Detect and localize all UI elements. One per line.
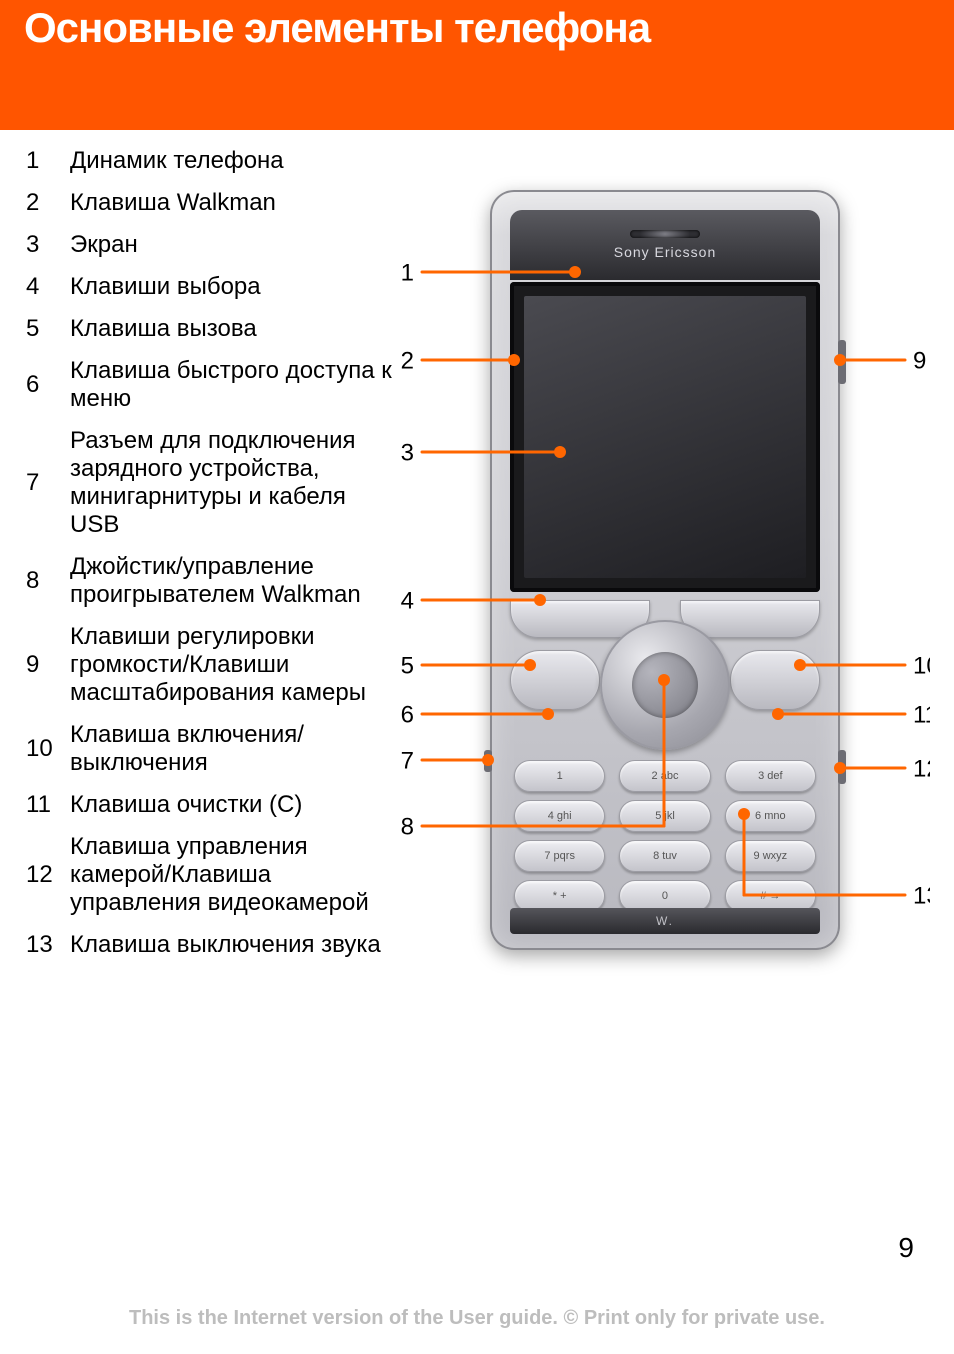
- parts-row: 10Клавиша включения/выключения: [20, 714, 400, 784]
- parts-row-number: 2: [20, 182, 64, 224]
- parts-row-number: 9: [20, 616, 64, 714]
- screen-bezel: [510, 282, 820, 592]
- parts-row: 12Клавиша управления камерой/Клавиша упр…: [20, 826, 400, 924]
- parts-row-number: 1: [20, 140, 64, 182]
- keypad: 1 2 abc 3 def 4 ghi 5 jkl 6 mno 7 pqrs 8 tuv 9 w…: [514, 760, 816, 912]
- parts-row: 8Джойстик/управление проигрывателем Walk…: [20, 546, 400, 616]
- parts-row: 4Клавиши выбора: [20, 266, 400, 308]
- parts-row: 6Клавиша быстрого доступа к меню: [20, 350, 400, 420]
- callout-number: 8: [401, 813, 414, 840]
- phone-body: Sony Ericsson 1 2 abc 3 def 4 ghi 5 jkl 6 mno…: [490, 190, 840, 950]
- callout-number: 5: [401, 652, 414, 679]
- end-key: [730, 650, 820, 710]
- parts-row-number: 4: [20, 266, 64, 308]
- parts-row-label: Клавиши регулировки громкости/Клавиши ма…: [64, 616, 400, 714]
- callout-number: 4: [401, 587, 414, 614]
- parts-row: 9Клавиши регулировки громкости/Клавиши м…: [20, 616, 400, 714]
- parts-row-label: Клавиша вызова: [64, 308, 400, 350]
- callout-number: 1: [401, 259, 414, 286]
- parts-row-label: Клавиши выбора: [64, 266, 400, 308]
- volume-rocker: [838, 340, 846, 384]
- parts-row: 5Клавиша вызова: [20, 308, 400, 350]
- parts-row-number: 12: [20, 826, 64, 924]
- callout-number: 9: [913, 347, 926, 374]
- callout-number: 13: [913, 882, 930, 909]
- callout-number: 7: [401, 747, 414, 774]
- parts-row-label: Джойстик/управление проигрывателем Walkm…: [64, 546, 400, 616]
- parts-row-label: Клавиша очистки (C): [64, 784, 400, 826]
- parts-row-label: Экран: [64, 224, 400, 266]
- keypad-key: 2 abc: [619, 760, 710, 792]
- callout-number: 6: [401, 701, 414, 728]
- keypad-key: 6 mno: [725, 800, 816, 832]
- parts-row-label: Клавиша управления камерой/Клавиша управ…: [64, 826, 400, 924]
- parts-row-number: 11: [20, 784, 64, 826]
- keypad-key: 8 tuv: [619, 840, 710, 872]
- parts-table: 1Динамик телефона2Клавиша Walkman3Экран4…: [20, 140, 400, 966]
- parts-row: 1Динамик телефона: [20, 140, 400, 182]
- content-area: 1Динамик телефона2Клавиша Walkman3Экран4…: [0, 140, 954, 1210]
- keypad-key: 7 pqrs: [514, 840, 605, 872]
- call-key: [510, 650, 600, 710]
- parts-row: 2Клавиша Walkman: [20, 182, 400, 224]
- parts-row-number: 5: [20, 308, 64, 350]
- phone-diagram: Sony Ericsson 1 2 abc 3 def 4 ghi 5 jkl 6 mno…: [400, 190, 930, 970]
- callout-number: 3: [401, 439, 414, 466]
- parts-list: 1Динамик телефона2Клавиша Walkman3Экран4…: [20, 140, 400, 966]
- callout-number: 2: [401, 347, 414, 374]
- parts-row: 3Экран: [20, 224, 400, 266]
- brand-label: Sony Ericsson: [614, 244, 716, 260]
- footer-notice: This is the Internet version of the User…: [0, 1307, 954, 1330]
- keypad-key: 9 wxyz: [725, 840, 816, 872]
- parts-row-number: 10: [20, 714, 64, 784]
- walkman-bar: W.: [510, 908, 820, 934]
- parts-row-label: Клавиша выключения звука: [64, 924, 400, 966]
- callout-number: 12: [913, 755, 930, 782]
- parts-row: 7Разъем для подключения зарядного устрой…: [20, 420, 400, 546]
- parts-row-label: Динамик телефона: [64, 140, 400, 182]
- parts-row: 11Клавиша очистки (C): [20, 784, 400, 826]
- camera-button-side: [838, 750, 846, 784]
- page-header: Основные элементы телефона: [0, 0, 954, 130]
- keypad-key: 3 def: [725, 760, 816, 792]
- dpad: [600, 620, 730, 750]
- parts-row-number: 8: [20, 546, 64, 616]
- parts-row-number: 13: [20, 924, 64, 966]
- page-number: 9: [898, 1232, 914, 1264]
- parts-row: 13Клавиша выключения звука: [20, 924, 400, 966]
- phone-top-bezel: Sony Ericsson: [510, 210, 820, 280]
- keypad-key: 1: [514, 760, 605, 792]
- parts-row-number: 3: [20, 224, 64, 266]
- callout-number: 11: [913, 701, 930, 728]
- speaker-icon: [630, 230, 700, 238]
- screen: [524, 296, 806, 578]
- manual-page: Основные элементы телефона 1Динамик теле…: [0, 0, 954, 1354]
- parts-row-number: 7: [20, 420, 64, 546]
- parts-row-label: Разъем для подключения зарядного устройс…: [64, 420, 400, 546]
- parts-row-number: 6: [20, 350, 64, 420]
- parts-row-label: Клавиша Walkman: [64, 182, 400, 224]
- callout-number: 10: [913, 652, 930, 679]
- page-title: Основные элементы телефона: [24, 4, 650, 52]
- keypad-key: 5 jkl: [619, 800, 710, 832]
- parts-row-label: Клавиша включения/выключения: [64, 714, 400, 784]
- charger-port: [484, 750, 492, 772]
- parts-row-label: Клавиша быстрого доступа к меню: [64, 350, 400, 420]
- keypad-key: 4 ghi: [514, 800, 605, 832]
